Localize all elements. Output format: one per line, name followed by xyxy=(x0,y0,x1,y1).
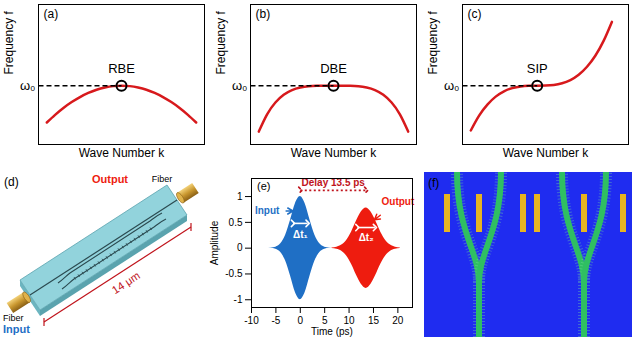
svg-text:0: 0 xyxy=(237,242,243,253)
svg-text:Input: Input xyxy=(3,323,30,335)
svg-text:-1: -1 xyxy=(234,294,243,305)
svg-text:DBE: DBE xyxy=(320,61,347,76)
svg-text:(a): (a) xyxy=(44,7,59,21)
svg-text:0.5: 0.5 xyxy=(229,217,243,228)
svg-text:RBE: RBE xyxy=(108,61,135,76)
svg-text:Input: Input xyxy=(255,205,280,216)
svg-text:(f): (f) xyxy=(428,176,439,190)
svg-text:1: 1 xyxy=(237,191,243,202)
svg-text:ω₀: ω₀ xyxy=(232,78,248,93)
svg-text:(e): (e) xyxy=(246,174,248,175)
svg-text:5: 5 xyxy=(322,315,328,326)
svg-text:20: 20 xyxy=(392,315,404,326)
svg-text:(d): (d) xyxy=(4,175,19,189)
svg-text:0: 0 xyxy=(298,315,304,326)
svg-text:Frequency f: Frequency f xyxy=(2,10,16,74)
svg-text:Wave Number k: Wave Number k xyxy=(79,146,166,160)
svg-text:Δt₂: Δt₂ xyxy=(359,232,374,243)
svg-text:Delay 13.5 ps: Delay 13.5 ps xyxy=(301,176,365,188)
svg-text:(c): (c) xyxy=(468,7,482,21)
svg-text:Wave Number k: Wave Number k xyxy=(291,146,378,160)
svg-text:Time (ps): Time (ps) xyxy=(311,326,353,337)
svg-text:ω₀: ω₀ xyxy=(20,78,36,93)
svg-text:Amplitude: Amplitude xyxy=(209,220,220,265)
svg-text:-10: -10 xyxy=(244,315,259,326)
svg-text:Output: Output xyxy=(381,196,414,207)
svg-text:Frequency f: Frequency f xyxy=(214,10,228,74)
svg-text:15: 15 xyxy=(368,315,380,326)
svg-text:14 μm: 14 μm xyxy=(110,269,142,296)
svg-text:-5: -5 xyxy=(271,315,280,326)
svg-text:-0.5: -0.5 xyxy=(225,268,243,279)
svg-text:Wave Number k: Wave Number k xyxy=(503,146,590,160)
svg-text:10: 10 xyxy=(344,315,356,326)
svg-text:(b): (b) xyxy=(256,7,271,21)
svg-text:Output: Output xyxy=(92,173,128,185)
html-text:(e): (e) xyxy=(257,180,271,192)
svg-text:Fiber: Fiber xyxy=(152,174,173,184)
svg-text:Δt₁: Δt₁ xyxy=(293,229,308,240)
svg-text:Frequency f: Frequency f xyxy=(426,10,440,74)
svg-text:SIP: SIP xyxy=(527,61,548,76)
svg-text:ω₀: ω₀ xyxy=(444,78,460,93)
svg-text:Fiber: Fiber xyxy=(3,313,24,323)
